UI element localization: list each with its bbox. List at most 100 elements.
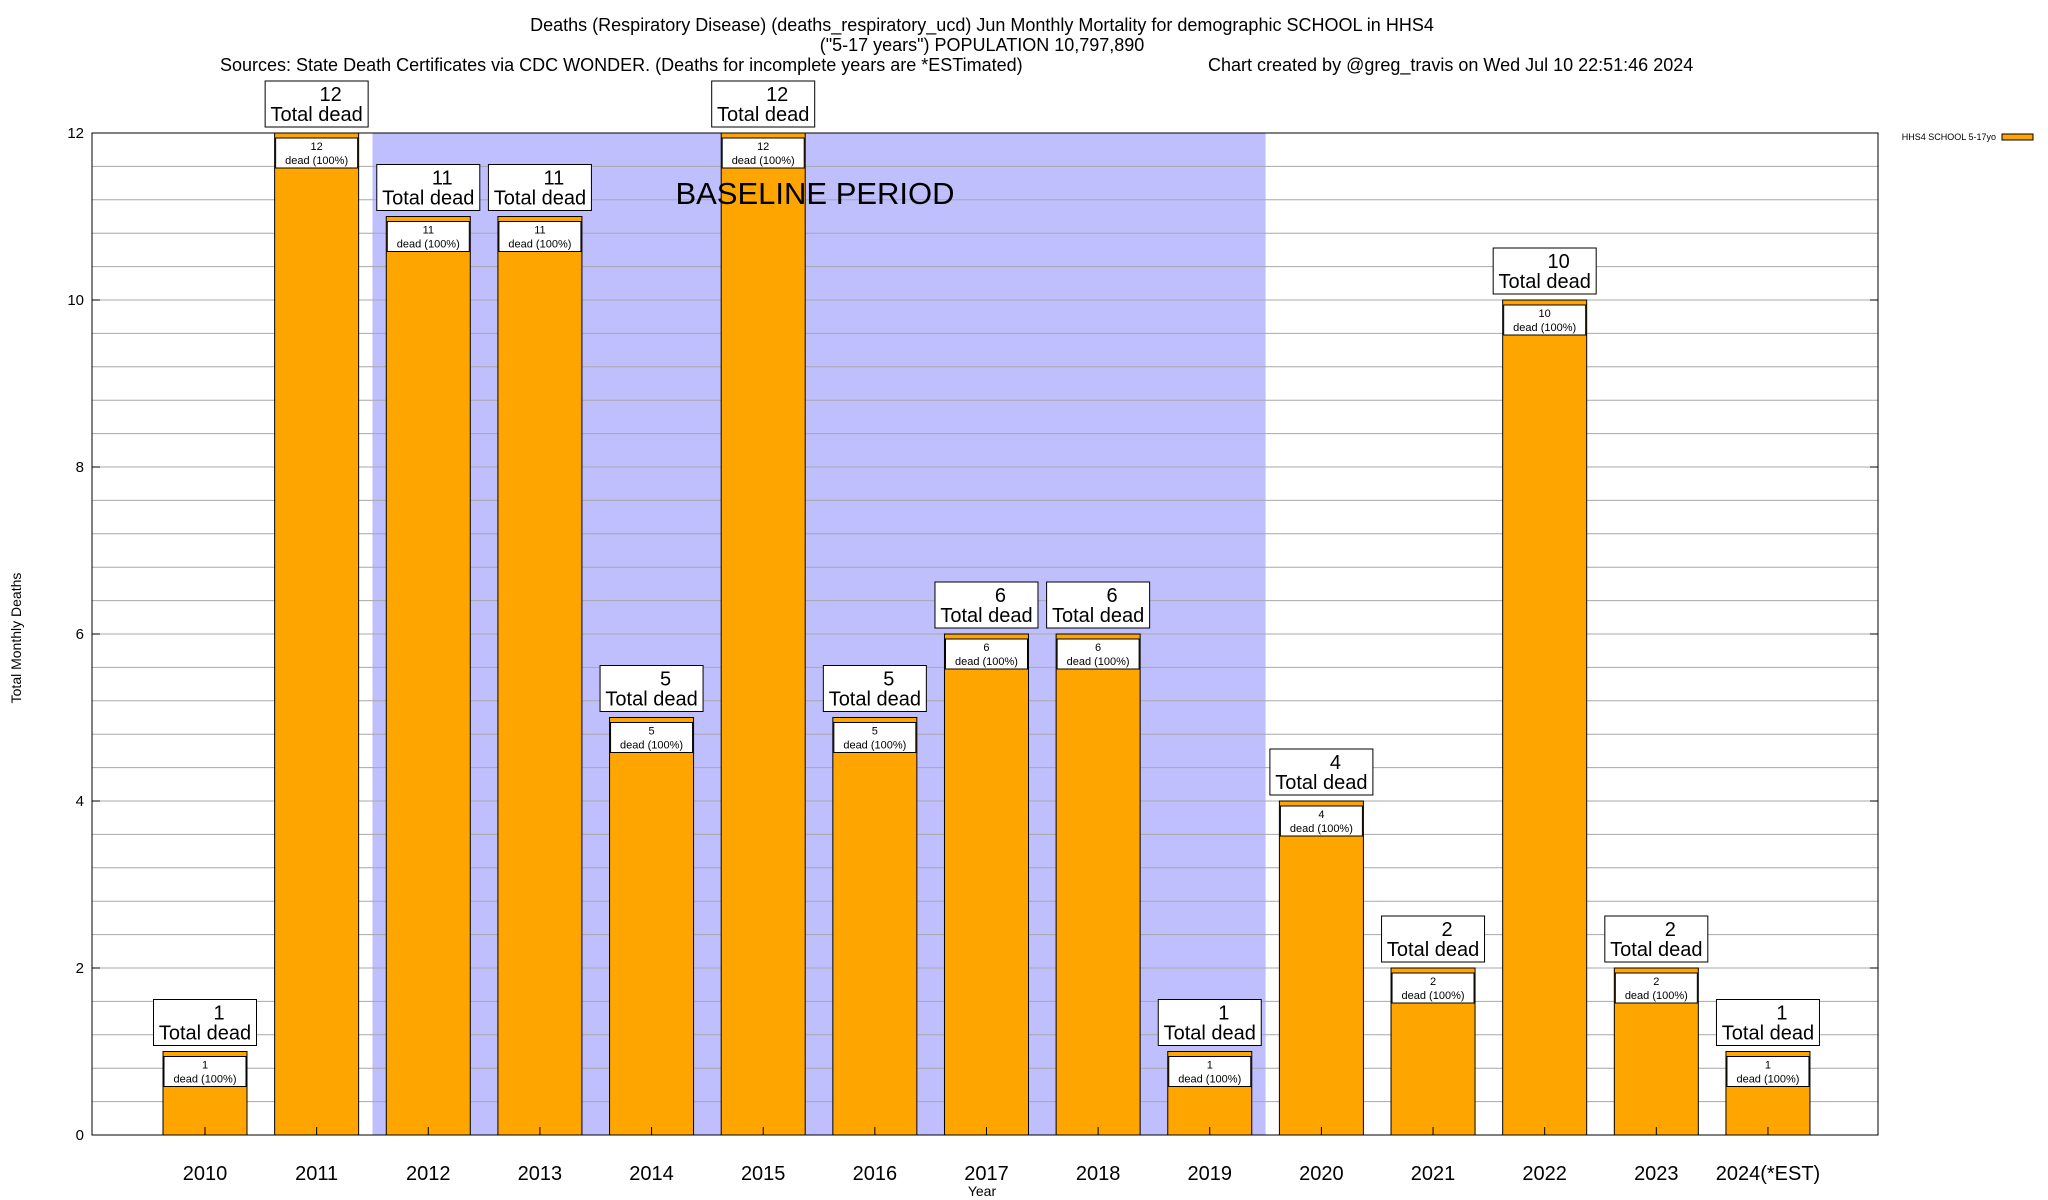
bar-inner-label-box <box>498 221 582 252</box>
y-tick-label: 4 <box>76 793 84 810</box>
bar-total-label: Total dead <box>382 188 474 210</box>
legend-label: HHS4 SCHOOL 5-17yo <box>1902 132 1996 142</box>
bar <box>385 216 471 1136</box>
bar-total-label: Total dead <box>1499 271 1591 293</box>
bar-inner-value: 6 <box>1095 642 1101 654</box>
bar-inner-label: dead (100%) <box>1402 990 1465 1002</box>
x-tick-label: 2024(*EST) <box>1716 1163 1821 1185</box>
bar-total-label-box <box>934 581 1039 629</box>
y-tick-label: 2 <box>76 960 84 977</box>
bar <box>609 717 695 1136</box>
bar-inner-label: dead (100%) <box>1067 656 1130 668</box>
bar-total-label-box <box>1604 915 1709 963</box>
bar-total-label: Total dead <box>829 689 921 711</box>
bar-total-value: 10 <box>1548 251 1570 273</box>
bar-total-value: 5 <box>883 669 894 691</box>
bar-total-label-box <box>1492 247 1597 295</box>
bar-inner-value: 5 <box>872 726 878 738</box>
bar <box>720 132 806 1136</box>
bar-total-label: Total dead <box>940 605 1032 627</box>
bar-inner-value: 11 <box>534 225 545 237</box>
bar-total-label: Total dead <box>1387 939 1479 961</box>
bar-inner-value: 2 <box>1653 976 1659 988</box>
bar-inner-label: dead (100%) <box>955 656 1018 668</box>
bar <box>497 216 583 1136</box>
bar-inner-label: dead (100%) <box>174 1074 237 1086</box>
bar-total-label: Total dead <box>1052 605 1144 627</box>
bar-total-value: 11 <box>544 168 565 190</box>
bar-total-label-box <box>1715 999 1820 1046</box>
bar-inner-label-box <box>721 137 805 169</box>
x-tick-label: 2010 <box>183 1163 228 1185</box>
bar-inner-value: 1 <box>1765 1060 1771 1072</box>
x-tick-label: 2019 <box>1188 1163 1233 1185</box>
y-tick-label: 6 <box>76 626 84 643</box>
bar-inner-label: dead (100%) <box>620 740 683 752</box>
bar-inner-label-box <box>1168 1056 1252 1087</box>
bar-inner-value: 10 <box>1539 308 1551 320</box>
bar-total-label-box <box>153 999 257 1046</box>
chart-title: Deaths (Respiratory Disease) (deaths_res… <box>530 15 1434 36</box>
bar <box>1055 633 1141 1136</box>
bar-inner-label: dead (100%) <box>1625 990 1688 1002</box>
bar-inner-value: 1 <box>202 1060 208 1072</box>
x-axis-label: Year <box>968 1183 997 1199</box>
chart-subtitle: ("5-17 years") POPULATION 10,797,890 <box>820 35 1145 55</box>
bar <box>832 717 918 1136</box>
y-tick-label: 12 <box>67 125 84 142</box>
bar <box>943 633 1029 1136</box>
bar-total-label-box <box>599 665 704 712</box>
bar-total-label-box <box>264 80 369 128</box>
chart-credit: Chart created by @greg_travis on Wed Jul… <box>1208 55 1693 76</box>
bar-inner-label: dead (100%) <box>1736 1074 1799 1086</box>
bar-inner-label: dead (100%) <box>1178 1074 1241 1086</box>
bar-total-label: Total dead <box>1722 1023 1814 1045</box>
x-tick-label: 2013 <box>518 1163 563 1185</box>
x-tick-label: 2022 <box>1522 1163 1567 1185</box>
bar-total-label-box <box>1046 581 1151 629</box>
x-tick-label: 2021 <box>1411 1163 1456 1185</box>
chart-sources: Sources: State Death Certificates via CD… <box>220 55 1023 75</box>
bar-inner-label-box <box>386 221 470 252</box>
bar-total-label: Total dead <box>605 689 697 711</box>
bar-total-label-box <box>487 164 592 211</box>
bar-inner-label: dead (100%) <box>732 155 795 167</box>
bar-inner-label: dead (100%) <box>1513 322 1576 334</box>
x-tick-label: 2015 <box>741 1163 786 1185</box>
bar-total-label-box <box>1269 748 1374 796</box>
y-tick-label: 10 <box>67 292 84 309</box>
bar-total-value: 11 <box>432 168 453 190</box>
bar-inner-label-box <box>1391 972 1475 1004</box>
bar-inner-label-box <box>610 722 694 753</box>
y-axis-label: Total Monthly Deaths <box>8 573 24 704</box>
bar-inner-value: 2 <box>1430 976 1436 988</box>
bar-inner-label-box <box>833 722 917 753</box>
bar <box>1502 299 1588 1136</box>
bar-total-label: Total dead <box>1610 939 1702 961</box>
bar-total-label-box <box>711 80 816 128</box>
bar-total-value: 6 <box>995 585 1006 607</box>
bar-inner-value: 5 <box>648 726 654 738</box>
bar-total-value: 1 <box>1218 1003 1229 1025</box>
legend-swatch <box>2001 133 2034 141</box>
bar-total-label: Total dead <box>159 1023 251 1045</box>
bar-inner-value: 1 <box>1207 1060 1213 1072</box>
x-tick-label: 2012 <box>406 1163 451 1185</box>
bar-total-value: 5 <box>660 669 671 691</box>
bar-total-label-box <box>1381 915 1486 963</box>
bar-total-label: Total dead <box>1275 772 1367 794</box>
bar-total-label: Total dead <box>717 104 809 126</box>
bar-total-label: Total dead <box>494 188 586 210</box>
x-tick-label: 2014 <box>629 1163 674 1185</box>
bar-total-value: 4 <box>1330 752 1341 774</box>
bar-inner-value: 11 <box>423 225 434 237</box>
bar-inner-label-box <box>1279 805 1363 837</box>
bar-inner-label: dead (100%) <box>508 239 571 251</box>
bar <box>1278 800 1364 1136</box>
y-tick-label: 8 <box>76 459 84 476</box>
bar-inner-label-box <box>163 1056 247 1087</box>
bar-total-label-box <box>1157 999 1262 1046</box>
bar-inner-label-box <box>1614 972 1698 1004</box>
